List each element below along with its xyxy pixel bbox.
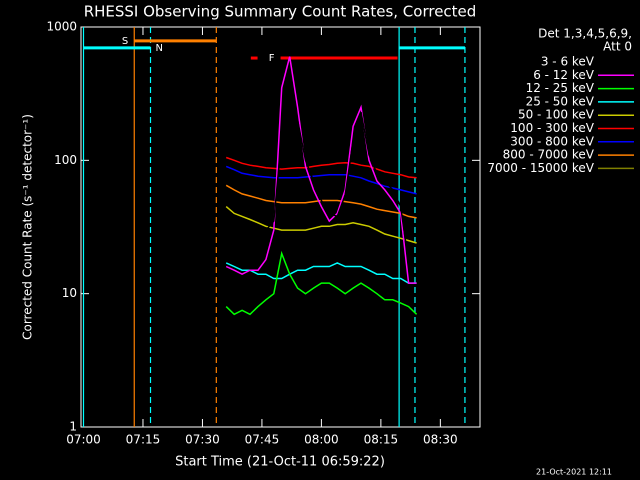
chart-title: RHESSI Observing Summary Count Rates, Co…	[84, 3, 477, 21]
series-line	[225, 206, 417, 244]
series-line	[225, 262, 417, 284]
legend-label: 100 - 300 keV	[510, 121, 594, 135]
legend-label: 300 - 800 keV	[510, 134, 594, 148]
flag-label: N	[156, 43, 163, 54]
footer: 21-Oct-2021 12:11	[536, 468, 612, 477]
x-tick-label: 08:15	[364, 433, 399, 447]
legend-header: Att 0	[603, 40, 632, 54]
legend-label: 3 - 6 keV	[541, 55, 595, 69]
x-tick-label: 07:15	[126, 433, 161, 447]
legend-label: 6 - 12 keV	[533, 68, 595, 82]
legend-label: 50 - 100 keV	[518, 108, 595, 122]
series-line	[225, 250, 418, 316]
y-axis-label: Corrected Count Rate (s⁻¹ detector⁻¹)	[21, 114, 35, 340]
flag-label: S	[122, 36, 128, 47]
x-tick-label: 07:45	[245, 433, 280, 447]
plot-frame	[80, 26, 481, 428]
legend-header: Det 1,3,4,5,6,9,	[538, 27, 632, 41]
y-tick-label: 1000	[46, 20, 77, 34]
y-tick-label: 10	[62, 286, 77, 300]
series-line	[225, 156, 417, 179]
series-line	[225, 56, 417, 284]
legend-label: 800 - 7000 keV	[503, 148, 595, 162]
x-tick-label: 08:00	[304, 433, 339, 447]
legend-label: 7000 - 15000 keV	[487, 161, 594, 175]
x-tick-label: 08:30	[423, 433, 458, 447]
series-line	[225, 165, 417, 195]
flag-label: F	[269, 53, 275, 64]
legend-label: 25 - 50 keV	[526, 94, 595, 108]
legend-label: 12 - 25 keV	[526, 81, 595, 95]
series-line	[225, 91, 417, 268]
y-tick-label: 100	[54, 153, 77, 167]
x-tick-label: 07:30	[185, 433, 220, 447]
x-tick-label: 07:00	[66, 433, 101, 447]
x-axis-label: Start Time (21-Oct-11 06:59:22)	[175, 455, 385, 470]
y-tick-label: 1	[69, 420, 77, 434]
